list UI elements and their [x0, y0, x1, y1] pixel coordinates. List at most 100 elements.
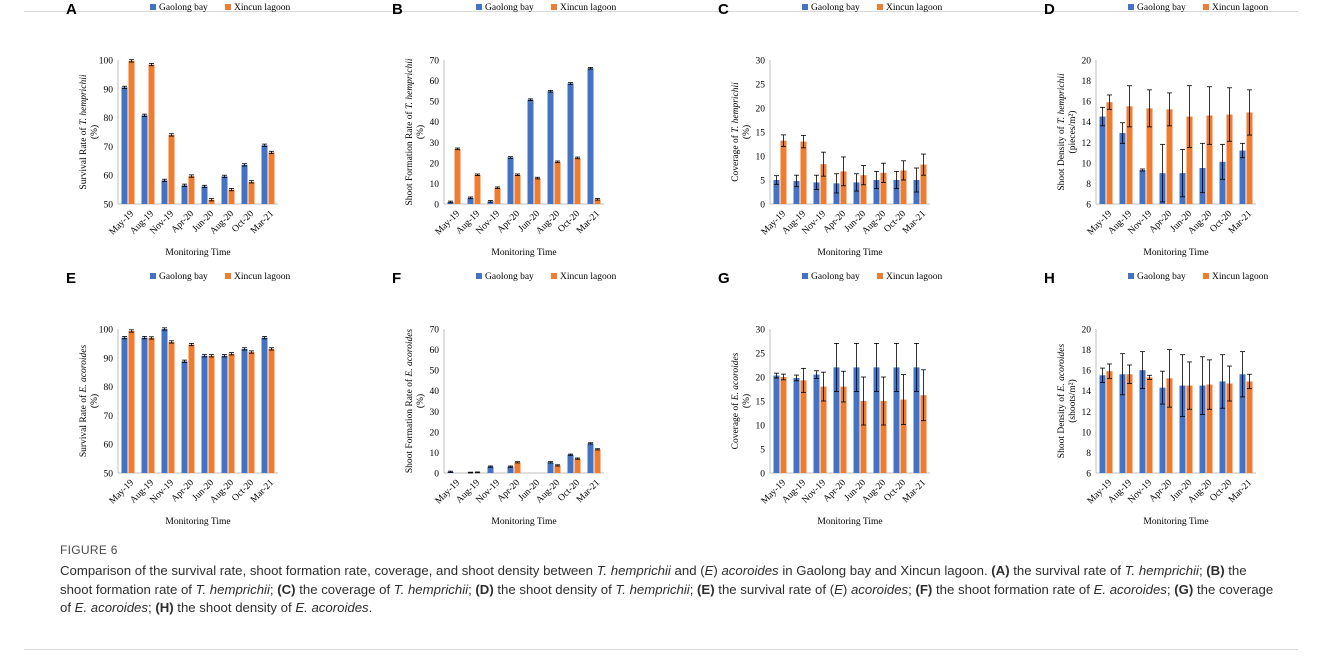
- x-axis-label: Monitoring Time: [817, 248, 882, 258]
- panel-letter: C: [718, 1, 729, 18]
- y-tick-label: 25: [756, 81, 766, 91]
- y-axis-label-text: Survival Rate of: [78, 393, 89, 458]
- y-tick-label: 10: [756, 422, 766, 432]
- bar-xincun: [820, 386, 827, 473]
- y-axis-label: Shoot Density of T. hemprichii: [1056, 73, 1067, 191]
- y-tick-label: 10: [1082, 428, 1092, 438]
- bar-gaolong: [507, 157, 514, 204]
- caption-run: acoroides: [850, 581, 909, 597]
- y-tick-label: 60: [430, 77, 440, 87]
- bar-xincun: [900, 170, 907, 204]
- x-axis-label: Monitoring Time: [165, 517, 230, 527]
- panel-letter: B: [392, 1, 403, 18]
- x-tick-label: Apr-20: [496, 209, 523, 236]
- legend-swatch-gaolong: [476, 4, 482, 10]
- caption-run: (C): [277, 581, 296, 597]
- y-tick-label: 80: [104, 114, 114, 124]
- legend-label-gaolong: Gaolong bay: [1137, 3, 1186, 13]
- bar-gaolong: [1239, 150, 1246, 204]
- legend-swatch-xincun: [1203, 273, 1209, 279]
- x-tick-label: Mar-21: [575, 209, 602, 236]
- x-tick-label: Apr-20: [1148, 478, 1175, 505]
- chart-panel-A: A Gaolong bay Xincun lagoon 50 60 70 80 90 100 Su…: [66, 1, 290, 258]
- caption-run: T. hemprichii: [195, 581, 270, 597]
- y-tick-label: 10: [430, 449, 440, 459]
- y-tick-label: 60: [430, 346, 440, 356]
- legend-label-xincun: Xincun lagoon: [560, 272, 616, 282]
- y-axis-label-unit: (%): [741, 394, 752, 408]
- bar-gaolong: [181, 185, 188, 204]
- bar-xincun: [920, 164, 927, 204]
- bar-gaolong: [1099, 375, 1106, 473]
- caption-run: and (: [670, 563, 705, 578]
- x-tick-label: Apr-20: [822, 478, 849, 505]
- y-tick-label: 20: [1082, 57, 1092, 67]
- y-tick-label: 30: [756, 57, 766, 67]
- y-tick-label: 14: [1082, 387, 1092, 397]
- bar-gaolong: [833, 183, 840, 204]
- legend-swatch-gaolong: [150, 4, 156, 10]
- bar-xincun: [920, 395, 927, 473]
- bar-gaolong: [547, 462, 554, 473]
- legend-label-xincun: Xincun lagoon: [1212, 272, 1268, 282]
- y-axis-label: Survival Rate of T. hemprichii: [78, 74, 89, 189]
- caption-run: the shoot formation rate of: [60, 563, 1247, 597]
- panel-letter: E: [66, 270, 76, 287]
- bar-xincun: [1186, 116, 1193, 204]
- bar-xincun: [840, 171, 847, 204]
- bar-gaolong: [567, 83, 574, 204]
- caption-run: ;: [147, 600, 156, 615]
- bar-xincun: [208, 199, 215, 204]
- y-tick-label: 0: [434, 470, 439, 480]
- caption-run: E. acoroides: [1093, 581, 1167, 597]
- bar-gaolong: [813, 374, 820, 473]
- caption-run: E. acoroides: [295, 600, 369, 615]
- y-tick-label: 20: [430, 159, 440, 169]
- bar-gaolong: [813, 182, 820, 204]
- x-tick-label: Mar-21: [901, 478, 928, 505]
- caption-run: the coverage of: [60, 581, 1274, 616]
- x-axis-label: Monitoring Time: [491, 517, 556, 527]
- y-axis-label-species: T. hemprichii: [405, 58, 415, 109]
- y-axis-label-text: Shoot Density of: [1056, 124, 1067, 191]
- y-tick-label: 16: [1082, 367, 1092, 377]
- x-tick-label: Apr-20: [170, 478, 197, 505]
- y-tick-label: 15: [756, 129, 766, 139]
- chart-panel-E: E Gaolong bay Xincun lagoon 50 60 70 80 90 100 Su…: [66, 270, 290, 527]
- x-tick-label: Apr-20: [822, 209, 849, 236]
- panel-letter: A: [66, 1, 77, 18]
- y-tick-label: 12: [1082, 139, 1092, 149]
- y-tick-label: 10: [430, 180, 440, 190]
- y-tick-label: 20: [1082, 326, 1092, 336]
- bar-gaolong: [793, 180, 800, 204]
- y-tick-label: 90: [104, 85, 114, 95]
- caption-run: T. hemprichii: [393, 581, 469, 597]
- bar-xincun: [574, 157, 581, 204]
- chart-panel-H: H Gaolong bay Xincun lagoon 6 8 10 12 14 16 18 20 S…: [1044, 270, 1268, 527]
- bar-gaolong: [567, 454, 574, 473]
- caption-run: T. hemprichii: [1124, 563, 1199, 578]
- bar-gaolong: [141, 337, 148, 473]
- bar-xincun: [248, 181, 255, 204]
- x-tick-label: Mar-21: [575, 478, 602, 505]
- caption-run: the survival rate of: [1009, 563, 1125, 578]
- y-tick-label: 50: [430, 367, 440, 377]
- caption-run: ;: [1198, 563, 1207, 578]
- caption-run: (G): [1174, 581, 1194, 597]
- bar-gaolong: [201, 186, 208, 204]
- x-axis-label: Monitoring Time: [1143, 517, 1208, 527]
- legend-label-gaolong: Gaolong bay: [485, 3, 534, 13]
- y-tick-label: 100: [99, 326, 114, 336]
- bar-xincun: [1206, 384, 1213, 473]
- caption-run: ;: [468, 581, 476, 597]
- y-tick-label: 6: [1086, 470, 1091, 480]
- legend-swatch-gaolong: [802, 273, 808, 279]
- legend-swatch-gaolong: [1128, 4, 1134, 10]
- bar-gaolong: [1119, 133, 1126, 204]
- y-tick-label: 18: [1082, 77, 1092, 87]
- bar-xincun: [1186, 385, 1193, 473]
- caption-run: the shoot density of: [173, 600, 296, 615]
- bar-gaolong: [121, 337, 128, 473]
- y-axis-label: Shoot Density of E. acoroides: [1056, 343, 1067, 458]
- y-axis-label-species: T. hemprichii: [79, 74, 89, 125]
